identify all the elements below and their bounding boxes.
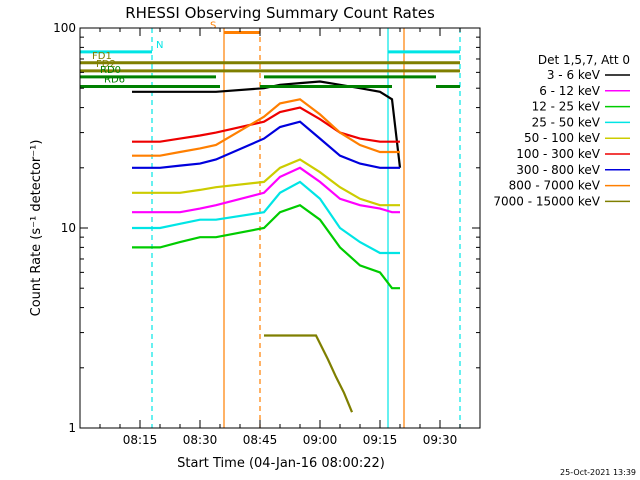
annotation-label-0: N <box>156 40 163 51</box>
annotation-label-2: FD1 <box>92 51 112 62</box>
y-tick-label-1: 10 <box>61 221 76 235</box>
legend-label-3: 25 - 50 keV <box>532 115 601 129</box>
chart-title: RHESSI Observing Summary Count Rates <box>125 4 435 22</box>
x-tick-label-5: 09:30 <box>423 433 458 447</box>
legend-label-0: 3 - 6 keV <box>547 68 601 82</box>
series-line-8 <box>264 334 354 413</box>
annotation-label-1: S <box>210 20 216 31</box>
axes: 1 10 100 08:15 08:30 08:45 09:00 09:15 09:30 <box>53 21 481 447</box>
legend: Det 1,5,7, Att 0 3 - 6 keV 6 - 12 keV 12 -… <box>493 53 630 208</box>
plot-area <box>132 28 461 428</box>
annotation-label-3: FD2 <box>96 59 116 70</box>
series-line-7 <box>132 98 400 157</box>
series-line-4 <box>132 158 400 207</box>
y-tick-label-2: 100 <box>53 21 76 35</box>
series-line-2 <box>132 203 400 290</box>
annotation-label-4: RD0 <box>100 65 121 76</box>
series-line-5 <box>132 106 400 143</box>
y-tick-label-0: 1 <box>68 421 76 435</box>
x-axis-label: Start Time (04-Jan-16 08:00:22) <box>177 456 385 471</box>
legend-title: Det 1,5,7, Att 0 <box>538 53 630 67</box>
series-line-1 <box>132 166 400 214</box>
legend-label-4: 50 - 100 keV <box>524 131 601 145</box>
legend-label-7: 800 - 7000 keV <box>509 179 601 193</box>
legend-label-5: 100 - 300 keV <box>516 147 600 161</box>
x-tick-label-3: 09:00 <box>303 433 338 447</box>
y-axis-label: Count Rate (s⁻¹ detector⁻¹) <box>29 140 44 317</box>
x-tick-label-2: 08:45 <box>243 433 278 447</box>
series-line-3 <box>132 180 400 255</box>
x-tick-label-4: 09:15 <box>363 433 398 447</box>
legend-label-1: 6 - 12 keV <box>539 84 601 98</box>
annotation-label-5: RD6 <box>104 74 125 85</box>
footer-timestamp: 25-Oct-2021 13:39 <box>560 468 636 477</box>
legend-label-6: 300 - 800 keV <box>516 163 600 177</box>
x-tick-label-1: 08:30 <box>183 433 218 447</box>
legend-label-8: 7000 - 15000 keV <box>493 194 600 208</box>
series-line-6 <box>132 120 400 169</box>
series-line-0 <box>132 80 402 168</box>
legend-label-2: 12 - 25 keV <box>532 100 601 114</box>
x-tick-label-0: 08:15 <box>123 433 158 447</box>
